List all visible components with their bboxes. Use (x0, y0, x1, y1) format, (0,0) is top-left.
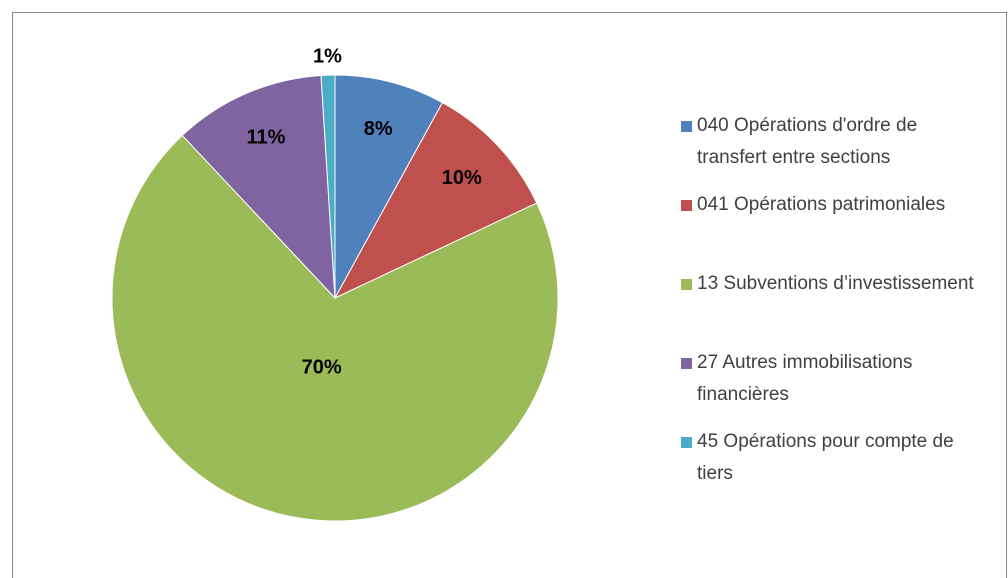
pie-slice (320, 74, 336, 299)
legend-label: 45 Opérations pour compte de tiers (697, 431, 954, 484)
pie-slice (111, 134, 559, 522)
legend-label: 13 Subventions d’investissement (697, 273, 974, 294)
legend-swatch (681, 200, 692, 211)
legend-swatch (681, 121, 692, 132)
legend-swatch (681, 279, 692, 290)
data-label: 10% (442, 167, 482, 189)
legend-swatch (681, 358, 692, 369)
pie-slice (333, 101, 538, 300)
data-label: 70% (302, 356, 342, 378)
pie-slice (334, 74, 444, 299)
data-label: 1% (313, 46, 342, 68)
data-label: 11% (246, 127, 285, 149)
legend-label: 040 Opérations d'ordre de transfert entr… (697, 115, 918, 168)
pie-slice (181, 74, 336, 300)
legend-label: 27 Autres immobilisations financières (697, 352, 913, 405)
legend-swatch (681, 437, 692, 448)
legend-label: 041 Opérations patrimoniales (697, 194, 946, 215)
data-label: 8% (364, 118, 393, 140)
